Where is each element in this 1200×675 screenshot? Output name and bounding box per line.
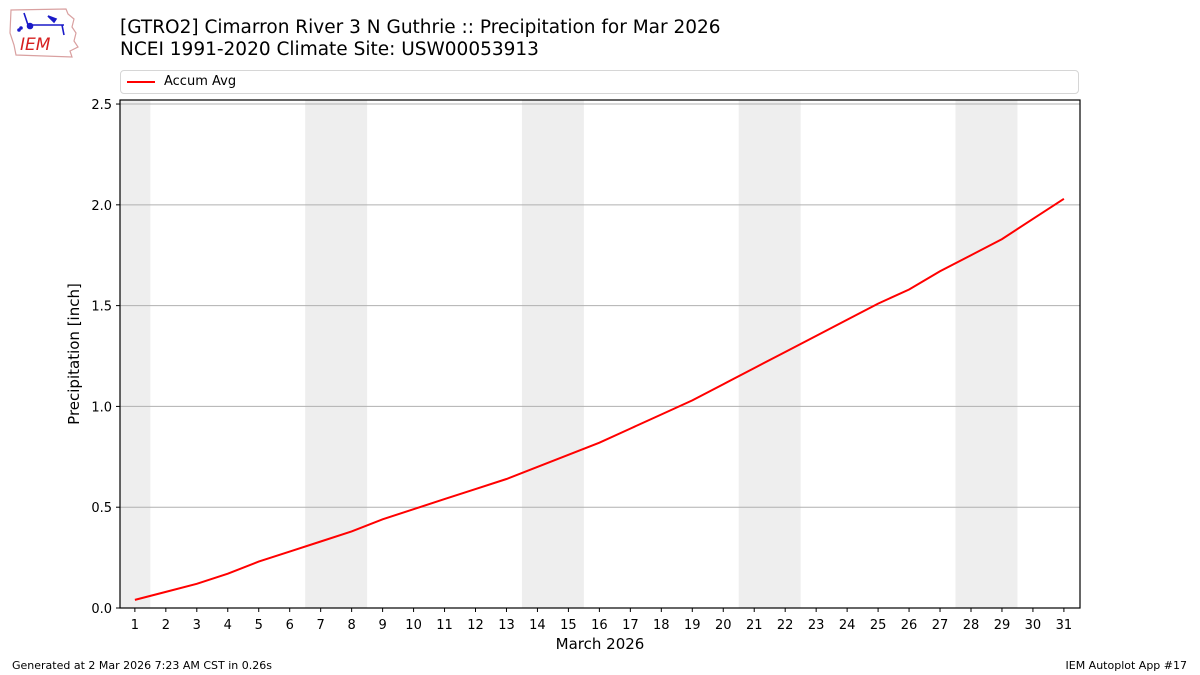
y-axis-label: Precipitation [inch]	[65, 283, 83, 425]
y-tick-label: 1.5	[91, 300, 112, 315]
weekend-band	[955, 100, 1018, 608]
x-tick-label: 13	[498, 618, 515, 633]
y-tick-label: 0.0	[91, 602, 112, 617]
x-tick-label: 30	[1025, 618, 1042, 633]
x-tick-label: 14	[529, 618, 546, 633]
x-axis-label: March 2026	[556, 635, 645, 653]
y-axis: 0.0 0.5 1.0 1.5 2.0 2.5	[91, 98, 120, 617]
x-tick-label: 16	[591, 618, 608, 633]
x-tick-label: 27	[932, 618, 949, 633]
x-tick-label: 25	[870, 618, 887, 633]
x-tick-label: 17	[622, 618, 639, 633]
plot-frame	[119, 99, 1081, 609]
app-label: IEM Autoplot App #17	[1065, 659, 1188, 672]
weekend-band	[120, 100, 151, 608]
logo-text: IEM	[20, 35, 51, 55]
x-tick-label: 22	[777, 618, 794, 633]
weekend-band	[305, 100, 368, 608]
weekend-bands	[120, 100, 1018, 608]
x-tick-label: 24	[839, 618, 856, 633]
x-tick-label: 7	[317, 618, 325, 633]
legend: Accum Avg	[120, 70, 1079, 94]
weather-station-icon	[17, 12, 65, 36]
x-tick-label: 31	[1056, 618, 1073, 633]
x-tick-label: 6	[286, 618, 294, 633]
iem-logo: IEM	[9, 8, 79, 58]
legend-label: Accum Avg	[164, 74, 237, 89]
y-tick-label: 2.5	[91, 98, 112, 113]
title-line-2: NCEI 1991-2020 Climate Site: USW00053913	[120, 39, 539, 60]
x-tick-label: 15	[560, 618, 577, 633]
x-tick-label: 21	[746, 618, 763, 633]
x-tick-label: 29	[994, 618, 1011, 633]
x-tick-label: 9	[378, 618, 386, 633]
x-tick-label: 8	[347, 618, 355, 633]
generated-timestamp: Generated at 2 Mar 2026 7:23 AM CST in 0…	[12, 659, 272, 672]
x-tick-label: 5	[255, 618, 263, 633]
x-tick-label: 11	[436, 618, 453, 633]
weekend-band	[738, 100, 801, 608]
x-axis: 1 2 3 4 5 6 7 8 9 10 11 12 13 14 15 16 17 18 19 20 21 22 23 24 2…	[131, 608, 1072, 633]
y-tick-label: 1.0	[91, 400, 112, 415]
x-tick-label: 1	[131, 618, 139, 633]
x-tick-label: 23	[808, 618, 825, 633]
title-line-1: [GTRO2] Cimarron River 3 N Guthrie :: Pr…	[120, 17, 721, 38]
x-tick-label: 3	[193, 618, 201, 633]
x-tick-label: 20	[715, 618, 732, 633]
x-tick-label: 12	[467, 618, 484, 633]
gridlines	[120, 103, 1080, 508]
x-tick-label: 19	[684, 618, 701, 633]
x-tick-label: 28	[963, 618, 980, 633]
y-tick-label: 0.5	[91, 501, 112, 516]
x-tick-label: 26	[901, 618, 918, 633]
x-tick-label: 4	[224, 618, 232, 633]
x-tick-label: 2	[162, 618, 170, 633]
accum-avg-line	[134, 197, 1065, 601]
weekend-band	[521, 100, 584, 608]
x-tick-label: 18	[653, 618, 670, 633]
y-tick-label: 2.0	[91, 199, 112, 214]
chart-title: [GTRO2] Cimarron River 3 N Guthrie :: Pr…	[120, 17, 721, 61]
x-tick-label: 10	[405, 618, 422, 633]
legend-line-swatch	[127, 81, 155, 83]
